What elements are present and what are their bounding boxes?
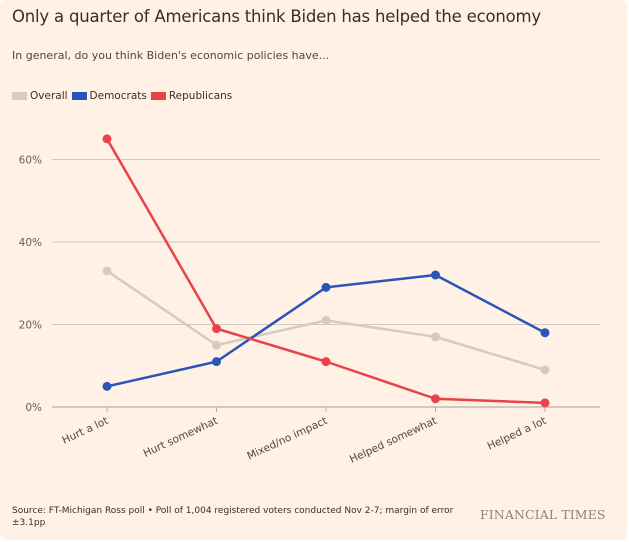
data-point (540, 398, 550, 408)
x-tick-label: Hurt somewhat (142, 415, 220, 460)
x-axis-ticks: Hurt a lot Hurt somewhat Mixed/no impact He… (60, 407, 548, 466)
legend-swatch-republicans (150, 92, 166, 100)
data-point (431, 394, 440, 404)
ft-logo: FINANCIAL TIMES (480, 507, 606, 522)
series-lines (102, 134, 550, 408)
y-tick-label: 40% (19, 237, 42, 249)
data-point (212, 357, 221, 367)
x-tick-label: Mixed/no impact (245, 415, 329, 463)
legend-label: Overall (30, 90, 68, 102)
line-chart: 0% 20% 40% 60% Hurt a lot Hurt somewhat Mixed… (19, 134, 600, 466)
y-tick-label: 60% (19, 155, 42, 167)
legend-item-democrats: Democrats (71, 90, 147, 102)
legend: Overall Democrats Republicans (12, 90, 236, 102)
series-republicans (102, 134, 550, 408)
data-point (321, 357, 331, 367)
legend-label: Democrats (89, 90, 147, 102)
data-point (321, 315, 331, 325)
x-tick-label: Hurt a lot (60, 415, 110, 447)
legend-swatch-overall (12, 92, 27, 100)
y-tick-label: 20% (19, 320, 42, 332)
data-point (102, 266, 112, 276)
legend-item-republicans: Republicans (150, 90, 233, 102)
data-point (540, 328, 550, 338)
legend-item-overall: Overall (12, 90, 68, 102)
legend-swatch-democrats (71, 92, 87, 100)
data-point (431, 270, 440, 280)
chart-title: Only a quarter of Americans think Biden … (12, 7, 541, 26)
data-point (321, 282, 331, 292)
data-point (212, 324, 221, 334)
y-tick-label: 0% (25, 402, 42, 414)
data-point (212, 340, 221, 350)
x-tick-label: Helped a lot (486, 415, 549, 453)
x-tick-label: Helped somewhat (348, 415, 439, 466)
source-note: Source: FT-Michigan Ross poll • Poll of … (12, 506, 454, 528)
y-axis-ticks: 0% 20% 40% 60% (19, 155, 42, 415)
legend-label: Republicans (168, 90, 233, 102)
data-point (540, 365, 550, 375)
series-democrats (102, 270, 550, 391)
data-point (431, 332, 440, 342)
chart-subtitle: In general, do you think Biden's economi… (12, 49, 330, 62)
data-point (102, 134, 112, 144)
series-overall (102, 266, 550, 375)
data-point (102, 381, 112, 391)
